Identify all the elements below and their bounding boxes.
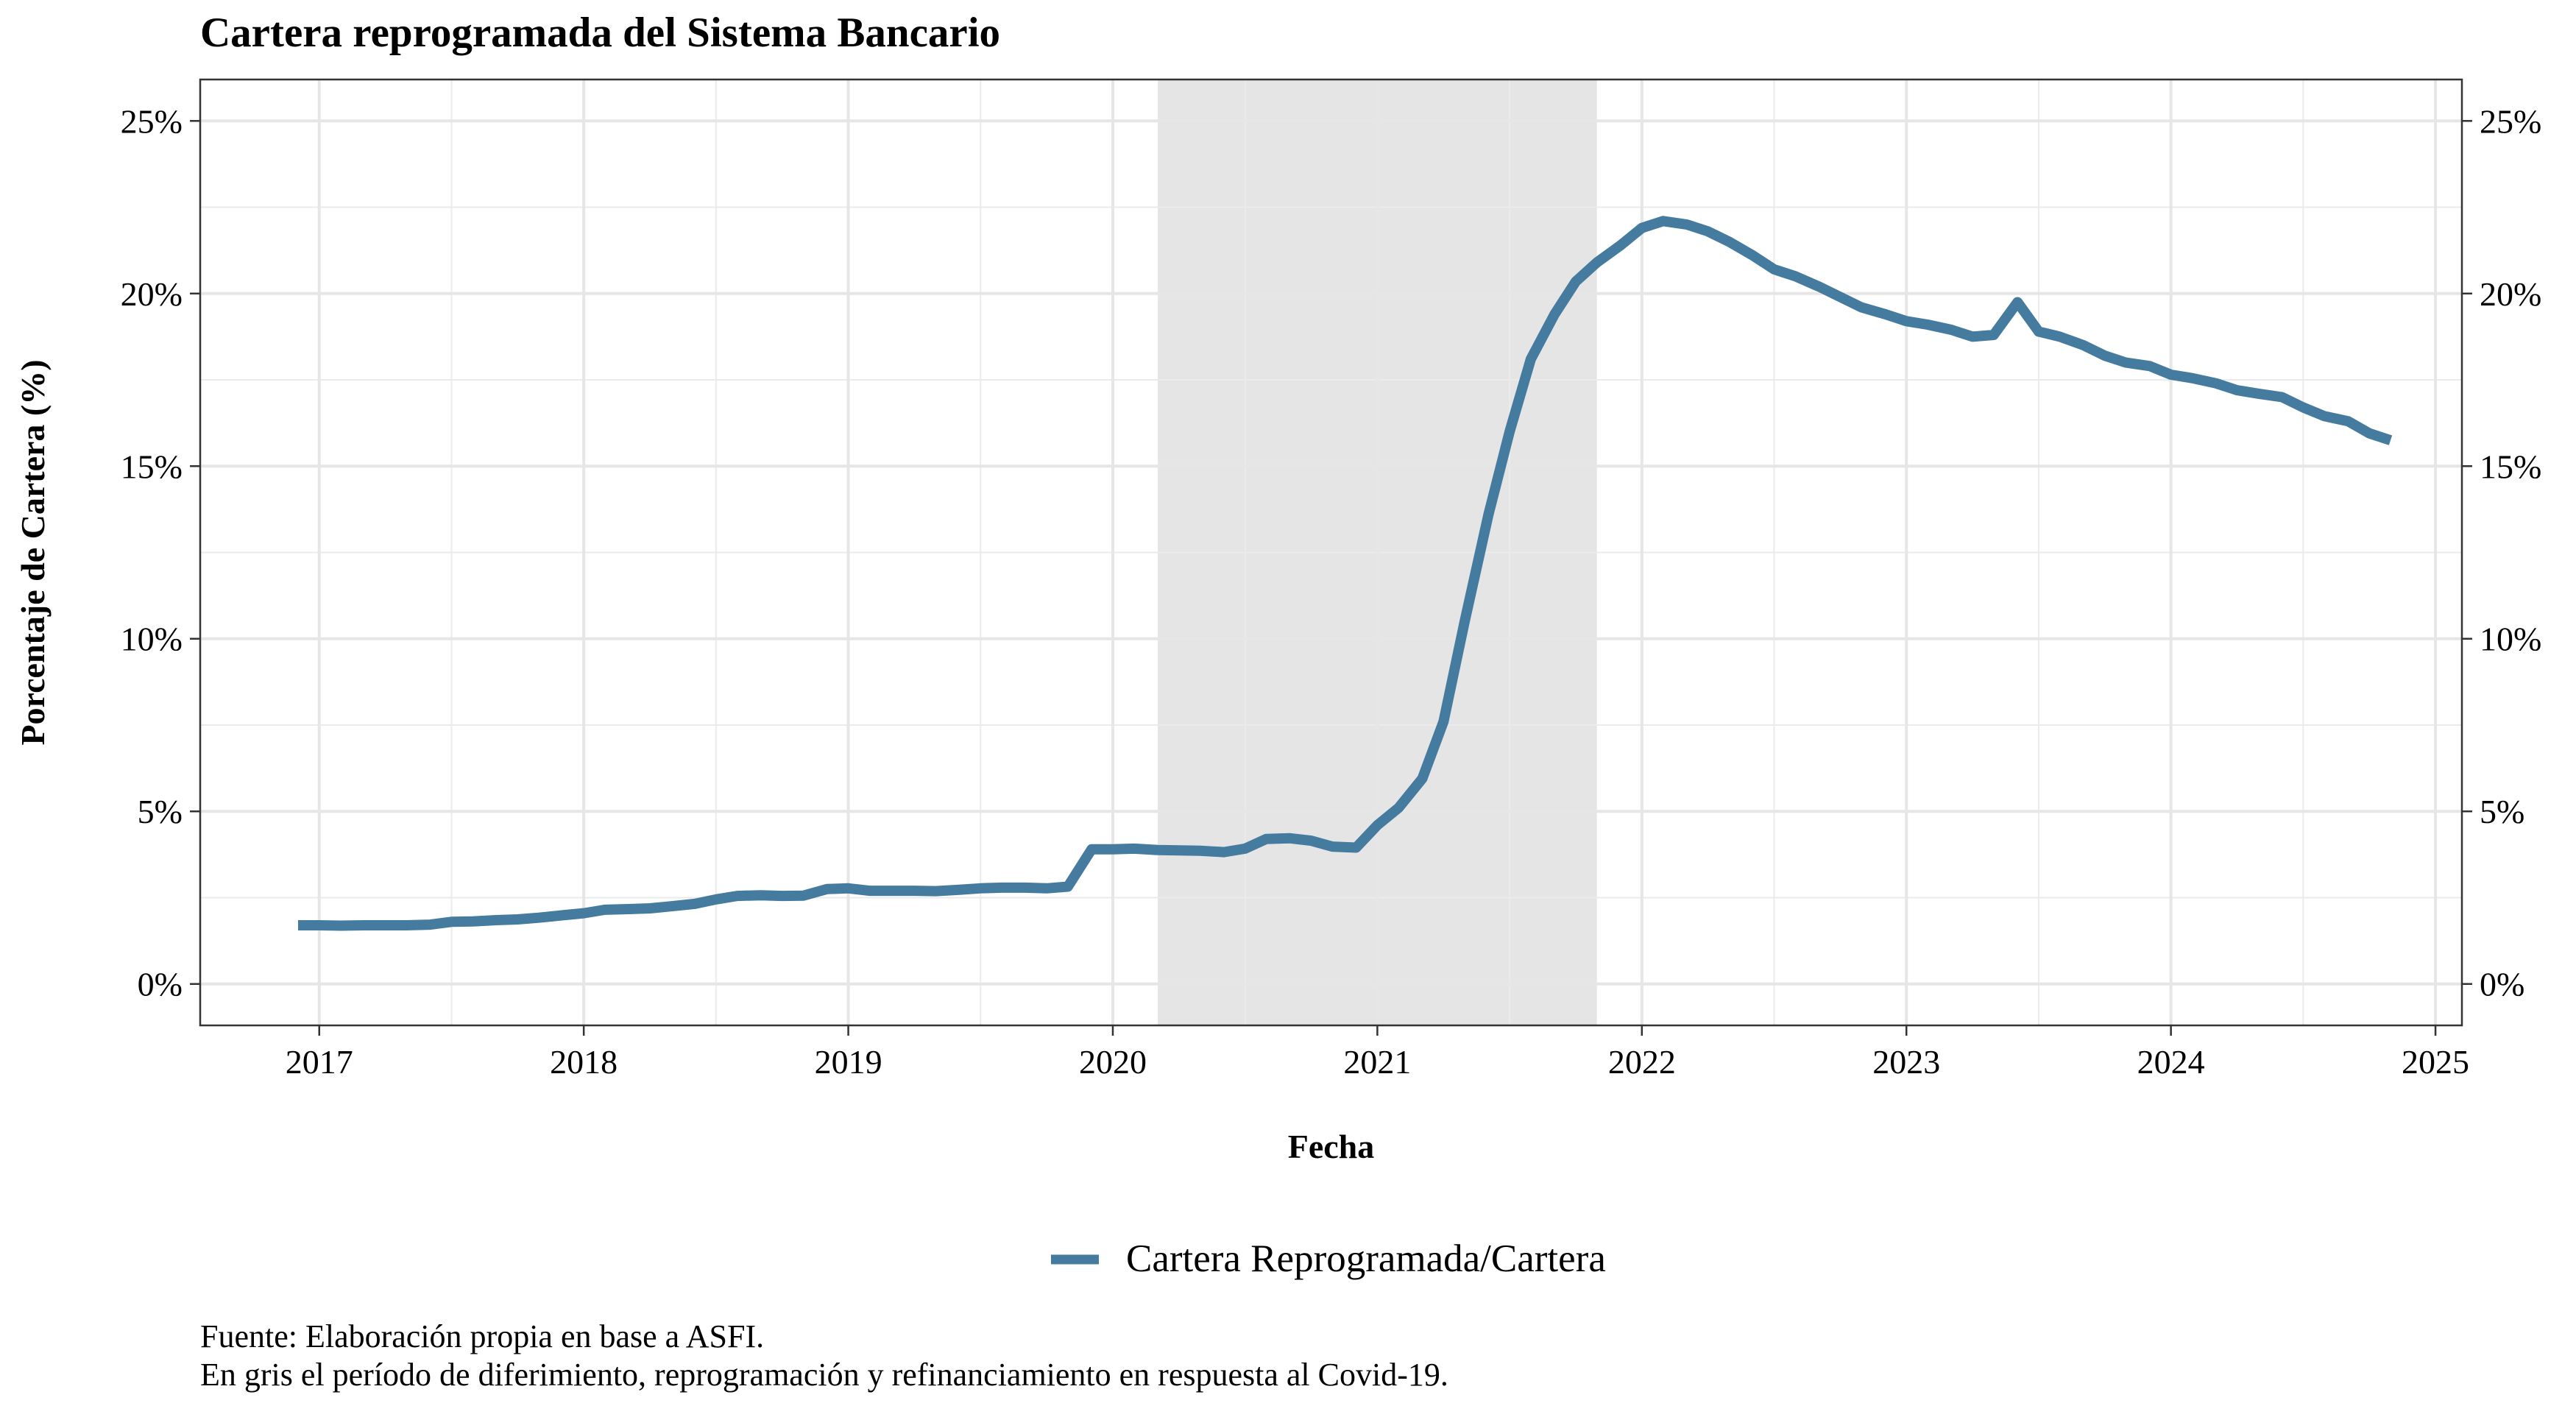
series-line-0	[298, 216, 2393, 931]
x-tick-label: 2023	[1872, 1043, 1940, 1081]
caption-source: Fuente: Elaboración propia en base a ASF…	[200, 1318, 764, 1354]
plot-panel-border	[199, 78, 2463, 1027]
y-tick-label-right: 15%	[2480, 448, 2541, 485]
y-tick-label-left: 0%	[138, 966, 183, 1003]
y-tick-label-left: 15%	[121, 448, 183, 485]
series-line-layer	[298, 216, 2393, 931]
y-tick-label-right: 5%	[2480, 793, 2524, 830]
x-tick-label: 2017	[286, 1043, 353, 1081]
x-tick-label: 2022	[1608, 1043, 1676, 1081]
y-tick-label-right: 10%	[2480, 621, 2541, 658]
y-tick-label-right: 25%	[2480, 102, 2541, 140]
axis-ticks-layer: 2017 2018 2019 2020 2021 2022 2023 2024 2025 0% 0%…	[121, 102, 2542, 1081]
chart-title: Cartera reprogramada del Sistema Bancari…	[200, 10, 1000, 56]
x-tick-label: 2018	[550, 1043, 618, 1081]
x-tick-label: 2025	[2402, 1043, 2469, 1081]
y-tick-label-left: 10%	[121, 621, 183, 658]
legend-label: Cartera Reprogramada/Cartera	[1126, 1237, 1606, 1280]
y-axis-title: Porcentaje de Cartera (%)	[14, 359, 52, 745]
y-tick-label-left: 5%	[138, 793, 183, 830]
y-tick-label-left: 25%	[121, 102, 183, 140]
y-tick-label-right: 20%	[2480, 275, 2541, 313]
grid-layer	[200, 79, 2462, 1025]
x-tick-label: 2020	[1079, 1043, 1147, 1081]
y-tick-label-right: 0%	[2480, 966, 2524, 1003]
legend: Cartera Reprogramada/Cartera	[1051, 1237, 1606, 1280]
x-tick-label: 2021	[1343, 1043, 1411, 1081]
y-tick-label-left: 20%	[121, 275, 183, 313]
caption-note: En gris el período de diferimiento, repr…	[200, 1357, 1448, 1393]
x-tick-label: 2024	[2137, 1043, 2205, 1081]
x-tick-label: 2019	[815, 1043, 882, 1081]
x-axis-title: Fecha	[1288, 1128, 1375, 1165]
